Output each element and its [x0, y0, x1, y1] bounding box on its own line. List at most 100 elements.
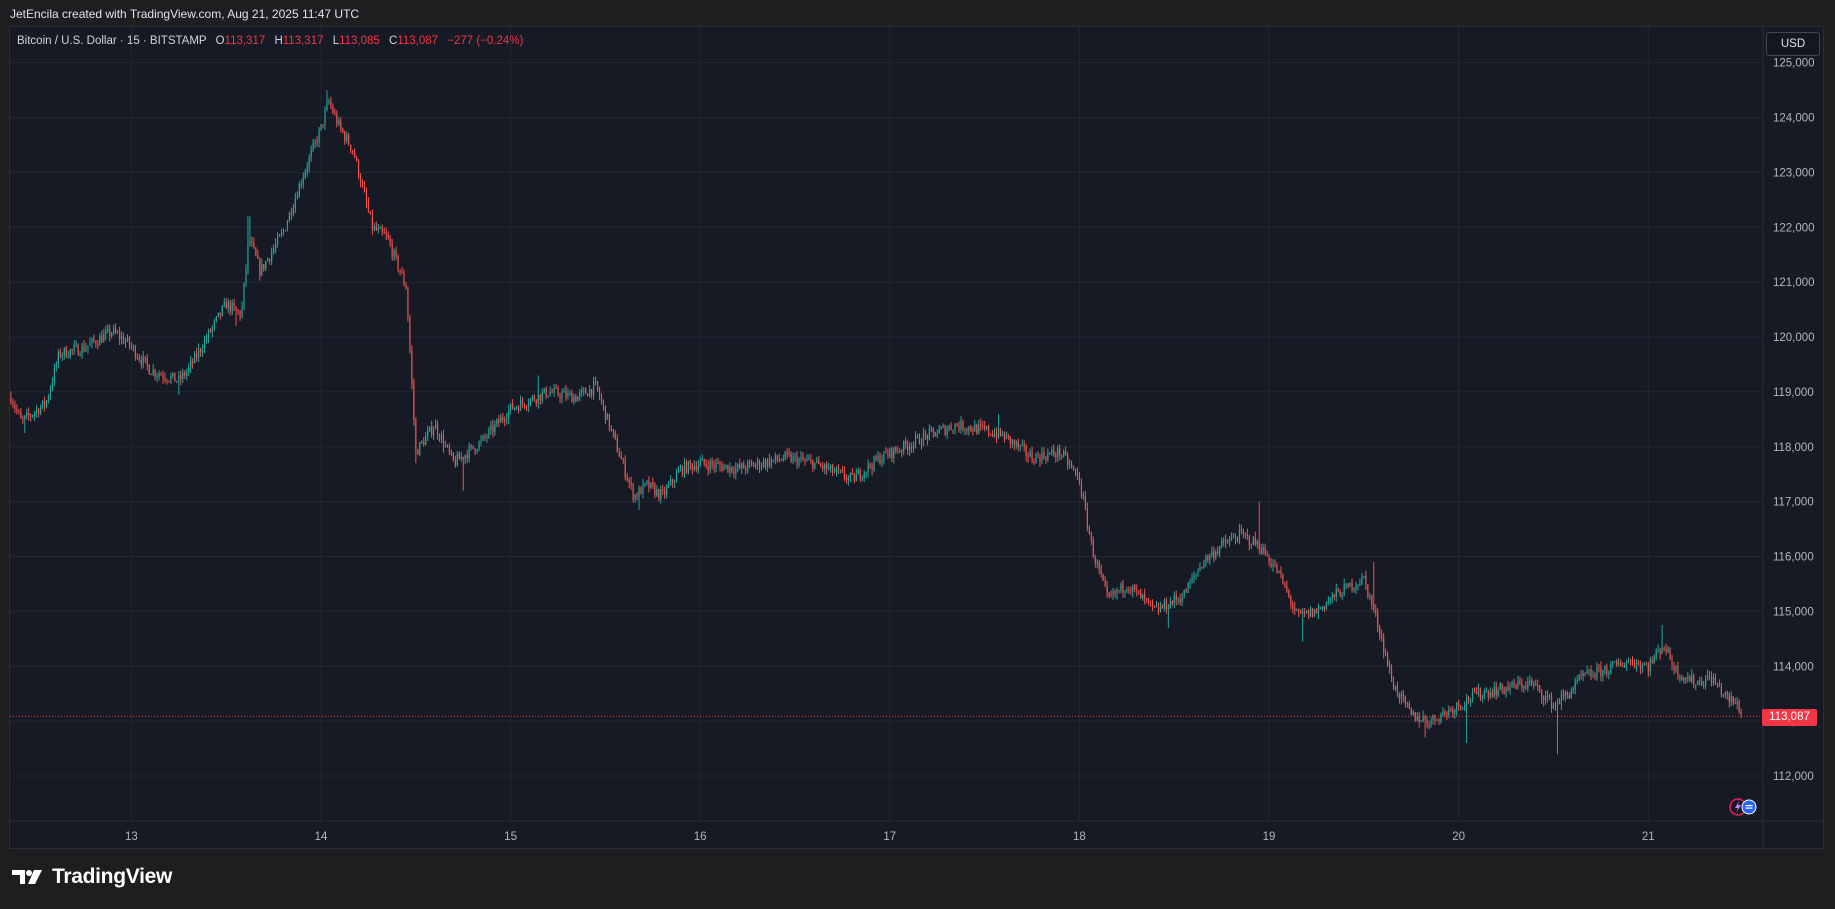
symbol-legend: Bitcoin / U.S. Dollar · 15 · BITSTAMP O1…	[17, 35, 523, 47]
chart-pane[interactable]	[9, 26, 1824, 849]
candle-body	[1667, 648, 1669, 653]
candle-body	[1588, 670, 1590, 672]
candle-body	[788, 453, 790, 455]
candle-body	[1191, 577, 1193, 583]
tradingview-branding[interactable]: TradingView	[12, 865, 172, 889]
candle-body	[41, 400, 44, 408]
candle-body	[1624, 665, 1626, 668]
candle-body	[415, 419, 417, 451]
candle-body	[118, 332, 121, 340]
candle-body	[1005, 434, 1008, 440]
candle-body	[883, 451, 885, 460]
candle-body	[677, 470, 680, 474]
candle-body	[922, 433, 925, 445]
candle-body	[780, 459, 782, 461]
candle-body	[241, 306, 243, 318]
candle-body	[1663, 648, 1665, 650]
candle-body	[34, 412, 36, 416]
candle-body	[1625, 662, 1628, 666]
candle-body	[974, 424, 976, 432]
candle-body	[1471, 690, 1474, 701]
candle-body	[1505, 686, 1507, 694]
candle-body	[859, 470, 861, 479]
candle-body	[707, 465, 709, 471]
low-key: L	[332, 35, 340, 47]
candle-body	[196, 353, 198, 358]
candle-body	[1260, 549, 1262, 554]
close-key: C	[389, 35, 398, 47]
candle-body	[1398, 695, 1401, 700]
candle-body	[1223, 540, 1225, 542]
candle-body	[999, 428, 1002, 436]
candle-body	[146, 358, 148, 366]
candle-body	[1728, 694, 1730, 702]
candle-body	[429, 426, 431, 432]
candle-body	[154, 369, 156, 377]
y-tick-label: 119,000	[1773, 387, 1814, 399]
y-tick-label: 124,000	[1773, 113, 1815, 125]
candle-body	[397, 255, 399, 270]
candle-body	[1298, 610, 1300, 612]
candle-body	[334, 112, 336, 114]
candle-body	[367, 202, 370, 212]
candle-body	[666, 487, 668, 495]
candle-body	[675, 473, 678, 482]
candle-body	[1612, 662, 1614, 665]
candle-body	[156, 375, 158, 377]
candle-body	[855, 473, 857, 482]
candle-body	[658, 489, 660, 499]
candle-body	[1714, 677, 1717, 684]
candle-body	[1278, 570, 1280, 573]
candle-body	[1527, 681, 1529, 688]
candle-body	[1136, 589, 1138, 591]
candle-body	[1258, 541, 1260, 550]
candle-body	[138, 357, 140, 360]
y-tick-label: 117,000	[1773, 497, 1814, 509]
candle-body	[624, 460, 626, 477]
candle-body	[336, 113, 338, 125]
candle-body	[1343, 584, 1345, 597]
candle-body	[1128, 590, 1130, 592]
candle-body	[440, 435, 443, 440]
candle-body	[381, 227, 383, 232]
candle-body	[1641, 664, 1643, 669]
candle-body	[1051, 449, 1053, 454]
candle-body	[1306, 610, 1308, 613]
candle-body	[600, 397, 603, 402]
candle-body	[705, 463, 707, 466]
candle-body	[1627, 660, 1630, 663]
candle-body	[679, 466, 682, 471]
candle-body	[1341, 596, 1343, 598]
candle-body	[132, 346, 135, 348]
currency-button[interactable]: USD	[1766, 32, 1820, 56]
x-tick-label: 15	[504, 831, 517, 843]
candle-body	[1053, 449, 1055, 455]
candle-body	[871, 466, 873, 470]
candle-body	[1236, 539, 1239, 542]
candle-body	[1598, 667, 1600, 669]
candle-body	[1219, 546, 1221, 553]
candle-body	[1112, 591, 1114, 596]
candle-body	[239, 311, 241, 318]
candle-body	[211, 326, 214, 333]
candle-body	[1647, 665, 1649, 672]
events-badge-icon[interactable]	[1727, 797, 1757, 817]
candle-body	[1683, 677, 1685, 681]
candle-body	[970, 426, 972, 431]
candle-body	[587, 393, 589, 397]
candle-body	[1294, 607, 1296, 611]
candle-body	[1477, 687, 1480, 695]
candle-body	[952, 429, 954, 431]
candle-body	[269, 258, 271, 261]
candle-body	[1197, 571, 1199, 574]
candle-body	[863, 472, 865, 478]
candle-body	[355, 157, 358, 161]
y-tick-label: 125,000	[1773, 58, 1815, 70]
candle-body	[1238, 529, 1241, 542]
candle-body	[1671, 659, 1673, 665]
candle-body	[751, 462, 753, 464]
candle-body	[1659, 650, 1661, 654]
candle-body	[687, 461, 690, 473]
candle-body	[1300, 611, 1302, 614]
